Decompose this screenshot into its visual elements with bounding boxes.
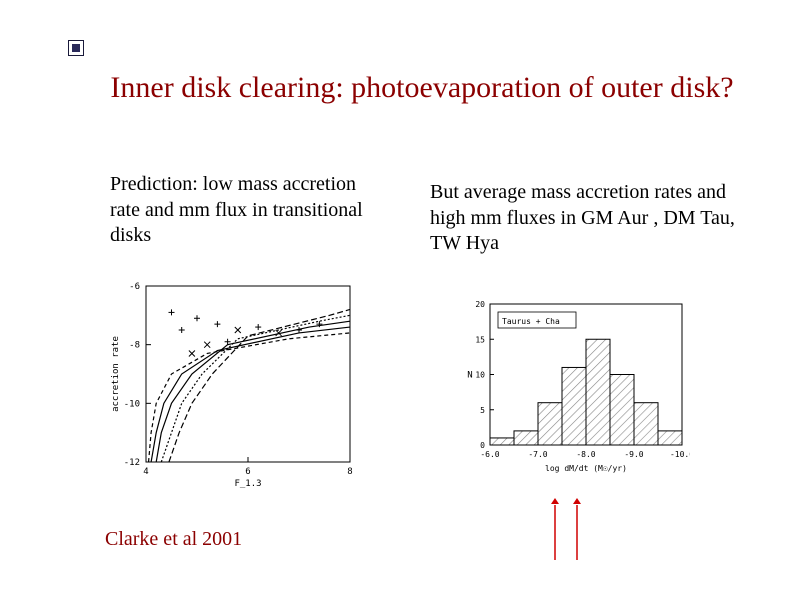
left-column-text: Prediction: low mass accretion rate and … [110,172,390,249]
svg-text:accretion rate: accretion rate [111,336,121,412]
svg-text:20: 20 [475,300,485,309]
svg-text:6: 6 [245,467,250,477]
right-column-text: But average mass accretion rates and hig… [430,180,750,257]
svg-text:-8: -8 [129,341,140,351]
histogram-svg: -6.0 -7.0 -8.0 -9.0 -10.0 0 5 10 15 20 Nlog dM/dt … [460,298,690,473]
accretion-rate-line-plot: 4 6 8 -12 -10 -8 -6 F_1.3 accretion rate [108,280,358,490]
svg-text:8: 8 [347,467,352,477]
arrows-svg [545,495,595,565]
svg-text:-8.0: -8.0 [576,450,595,459]
svg-text:-9.0: -9.0 [624,450,643,459]
citation-text: Clarke et al 2001 [105,528,242,551]
svg-text:4: 4 [143,467,148,477]
svg-text:-6: -6 [129,282,140,292]
svg-text:-10.0: -10.0 [670,450,690,459]
svg-text:-7.0: -7.0 [528,450,547,459]
line-plot-svg: 4 6 8 -12 -10 -8 -6 F_1.3 accretion rate [108,280,358,490]
bullet-decoration [68,40,84,56]
bullet-inner-box [72,44,80,52]
svg-text:-12: -12 [124,458,140,468]
svg-text:15: 15 [475,335,485,344]
svg-text:Taurus + Cha: Taurus + Cha [502,317,560,326]
svg-text:-6.0: -6.0 [480,450,499,459]
svg-text:-10: -10 [124,399,140,409]
svg-text:10: 10 [475,371,485,380]
svg-text:F_1.3: F_1.3 [234,479,261,489]
slide-title: Inner disk clearing: photoevaporation of… [90,70,754,106]
mass-accretion-histogram: -6.0 -7.0 -8.0 -9.0 -10.0 0 5 10 15 20 Nlog dM/dt … [460,298,690,473]
svg-text:N: N [467,371,472,381]
highlight-arrows [545,495,595,565]
svg-text:5: 5 [480,406,485,415]
bullet-outer-box [68,40,84,56]
svg-text:0: 0 [480,441,485,450]
svg-text:log dM/dt (M☉/yr): log dM/dt (M☉/yr) [545,464,627,473]
